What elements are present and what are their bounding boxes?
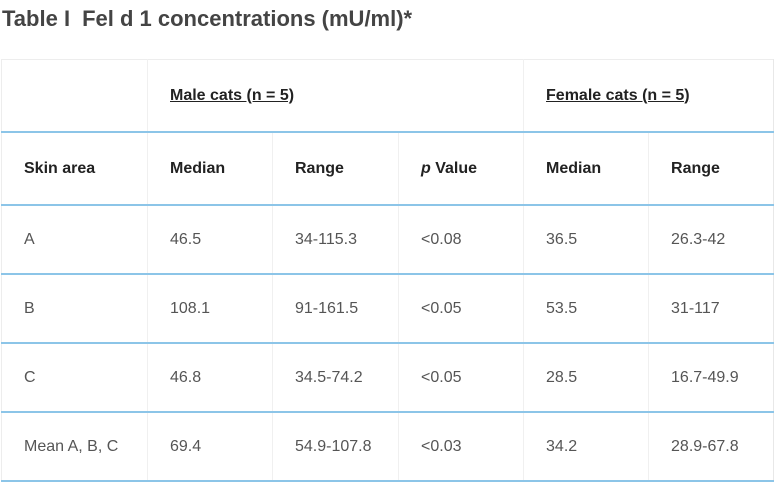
table-caption: Fel d 1 concentrations (mU/ml)* [82,6,413,31]
fel-d1-table: Male cats (n = 5) Female cats (n = 5) Sk… [1,59,775,482]
column-header-row: Skin area Median Range p Value Median Ra… [1,132,775,206]
p-value-cell: <0.03 [398,412,525,482]
male-range-cell: 91-161.5 [272,274,400,344]
skin-area-header: Skin area [1,132,148,206]
p-value-cell: <0.05 [398,343,525,413]
table-row: Mean A, B, C 69.4 54.9-107.8 <0.03 34.2 … [1,412,775,482]
p-value-cell: <0.08 [398,205,525,275]
female-range-header: Range [648,132,775,206]
female-group-header: Female cats (n = 5) [523,59,775,133]
female-median-cell: 34.2 [523,412,650,482]
male-range-cell: 34.5-74.2 [272,343,400,413]
table-row: C 46.8 34.5-74.2 <0.05 28.5 16.7-49.9 [1,343,775,413]
empty-header-cell [398,59,525,133]
male-range-cell: 54.9-107.8 [272,412,400,482]
p-value-header: p Value [398,132,525,206]
table-row: B 108.1 91-161.5 <0.05 53.5 31-117 [1,274,775,344]
skin-area-cell: C [1,343,148,413]
male-group-label: Male cats (n = 5) [170,86,295,104]
p-value-cell: <0.05 [398,274,525,344]
p-value-label: Value [430,159,478,177]
group-header-row: Male cats (n = 5) Female cats (n = 5) [1,59,775,133]
male-range-header: Range [272,132,400,206]
table-title: Table I Fel d 1 concentrations (mU/ml)* [2,6,412,32]
empty-header-cell [1,59,148,133]
female-range-cell: 31-117 [648,274,775,344]
male-group-header: Male cats (n = 5) [147,59,399,133]
skin-area-cell: B [1,274,148,344]
table-label: Table I [2,6,71,31]
male-median-header: Median [147,132,273,206]
skin-area-cell: Mean A, B, C [1,412,148,482]
male-median-cell: 46.5 [147,205,273,275]
female-median-header: Median [523,132,650,206]
male-range-cell: 34-115.3 [272,205,400,275]
male-median-cell: 46.8 [147,343,273,413]
female-group-label: Female cats (n = 5) [546,86,690,104]
female-median-cell: 28.5 [523,343,650,413]
female-median-cell: 53.5 [523,274,650,344]
female-range-cell: 26.3-42 [648,205,775,275]
male-median-cell: 69.4 [147,412,273,482]
female-range-cell: 28.9-67.8 [648,412,775,482]
female-range-cell: 16.7-49.9 [648,343,775,413]
skin-area-cell: A [1,205,148,275]
p-symbol: p [421,159,431,177]
female-median-cell: 36.5 [523,205,650,275]
table-row: A 46.5 34-115.3 <0.08 36.5 26.3-42 [1,205,775,275]
male-median-cell: 108.1 [147,274,273,344]
